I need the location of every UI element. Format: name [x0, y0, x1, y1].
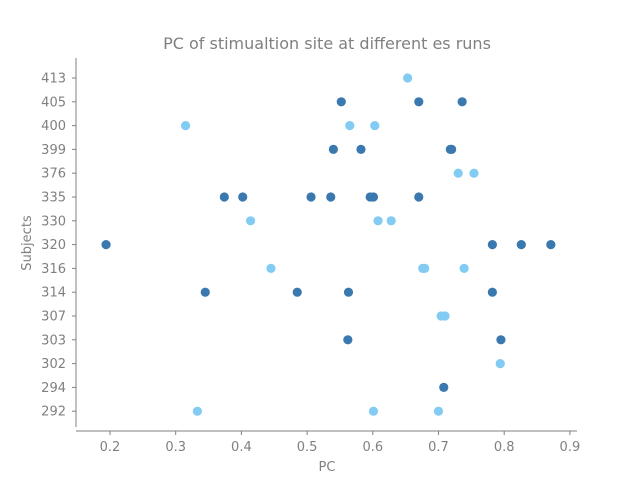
data-point	[238, 192, 248, 202]
y-tick-label: 307	[41, 310, 66, 325]
y-tick-label: 320	[41, 238, 66, 253]
data-point	[453, 168, 463, 178]
data-point	[328, 144, 338, 154]
data-point	[487, 287, 497, 297]
y-ticks: 292 294 302 303 307 314 316 320 330 335 376 399 400 4…	[41, 72, 76, 420]
y-tick-label: 330	[41, 214, 66, 229]
data-point	[459, 263, 469, 273]
y-tick-label: 335	[41, 191, 66, 206]
data-point	[386, 216, 396, 226]
data-points	[101, 73, 556, 416]
x-tick-label: 0.4	[231, 440, 252, 455]
x-tick-label: 0.6	[362, 440, 383, 455]
data-point	[343, 287, 354, 297]
y-tick-label: 294	[41, 381, 66, 396]
data-point	[403, 73, 413, 83]
data-point	[192, 406, 202, 416]
y-tick-label: 314	[41, 286, 66, 301]
data-point	[306, 192, 316, 202]
y-tick-label: 316	[41, 262, 66, 277]
x-ticks: 0.2 0.3 0.4 0.5 0.6 0.7 0.8 0.9	[100, 431, 581, 455]
axes	[75, 58, 577, 432]
y-tick-label: 405	[41, 95, 66, 110]
data-point	[326, 192, 336, 202]
data-point	[420, 263, 430, 273]
y-tick-label: 376	[41, 167, 66, 182]
y-tick-label: 292	[41, 405, 66, 420]
data-point	[266, 263, 276, 273]
data-point	[356, 144, 366, 154]
data-point	[336, 97, 346, 107]
data-point	[414, 192, 424, 202]
data-point	[433, 406, 444, 416]
data-point	[200, 287, 210, 297]
data-point	[101, 240, 111, 250]
data-point	[496, 335, 506, 345]
y-tick-label: 399	[41, 143, 66, 158]
x-tick-label: 0.9	[560, 440, 581, 455]
data-point	[368, 192, 379, 202]
data-point	[414, 97, 424, 107]
data-point	[180, 121, 191, 131]
data-point	[439, 382, 449, 392]
data-point	[487, 240, 497, 250]
data-point	[447, 144, 457, 154]
data-point	[245, 216, 256, 226]
x-tick-label: 0.8	[494, 440, 515, 455]
y-tick-label: 400	[41, 119, 66, 134]
y-axis-label: Subjects	[20, 215, 35, 271]
data-point	[457, 97, 467, 107]
x-axis-label: PC	[319, 460, 336, 475]
data-point	[516, 240, 526, 250]
data-point	[495, 359, 505, 369]
x-tick-label: 0.7	[428, 440, 449, 455]
chart-title: PC of stimualtion site at different es r…	[163, 34, 491, 53]
data-point	[370, 121, 380, 131]
data-point	[469, 168, 479, 178]
data-point	[343, 335, 353, 345]
data-point	[292, 287, 302, 297]
y-tick-label: 303	[41, 333, 66, 348]
data-point	[368, 406, 379, 416]
x-tick-label: 0.2	[100, 440, 121, 455]
y-tick-label: 413	[41, 72, 66, 87]
y-tick-label: 302	[41, 357, 66, 372]
data-point	[345, 121, 355, 131]
data-point	[546, 240, 556, 250]
x-tick-label: 0.5	[297, 440, 318, 455]
data-point	[219, 192, 229, 202]
data-point	[373, 216, 383, 226]
x-tick-label: 0.3	[165, 440, 186, 455]
data-point	[440, 311, 450, 321]
